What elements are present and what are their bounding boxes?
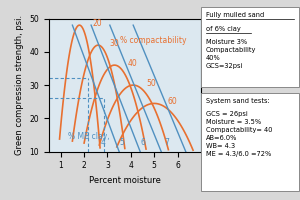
Text: GCS = 26psi
Moisture = 3.5%
Compactability= 40
AB=6.0%
WB= 4.3
ME = 4.3/6.0 =72%: GCS = 26psi Moisture = 3.5% Compactabili… — [206, 111, 272, 157]
Text: 50: 50 — [146, 79, 156, 88]
Text: 40: 40 — [128, 59, 137, 68]
Text: 6: 6 — [141, 138, 146, 147]
Text: 7: 7 — [165, 138, 170, 147]
Text: of 6% clay: of 6% clay — [206, 26, 240, 32]
Text: 20: 20 — [92, 19, 102, 28]
Text: % compactability: % compactability — [120, 36, 187, 45]
Text: 30: 30 — [110, 39, 120, 48]
X-axis label: Percent moisture: Percent moisture — [89, 176, 161, 185]
Text: 4: 4 — [101, 138, 106, 147]
Text: Fully mulled sand: Fully mulled sand — [206, 12, 264, 18]
Y-axis label: Green compression strength, psi.: Green compression strength, psi. — [15, 15, 24, 155]
Text: % MB clay,: % MB clay, — [68, 132, 110, 141]
Text: 5: 5 — [120, 138, 124, 147]
Text: 60: 60 — [167, 97, 177, 106]
Text: Moisture 3%
Compactability
40%
GCS=32psi: Moisture 3% Compactability 40% GCS=32psi — [206, 39, 256, 69]
Text: System sand tests:: System sand tests: — [206, 98, 269, 104]
